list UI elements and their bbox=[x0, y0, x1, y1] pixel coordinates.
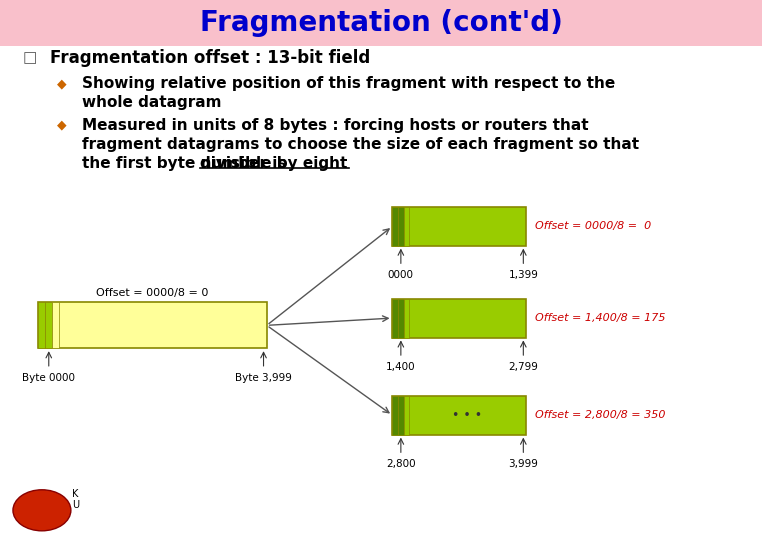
Text: the first byte number is: the first byte number is bbox=[83, 156, 292, 171]
Text: 2,800: 2,800 bbox=[386, 459, 416, 469]
Bar bbox=[392, 207, 398, 246]
Bar bbox=[404, 207, 410, 246]
Bar bbox=[398, 299, 404, 338]
Bar bbox=[398, 396, 404, 435]
Text: 3,999: 3,999 bbox=[509, 459, 538, 469]
Text: Fragmentation (cont'd): Fragmentation (cont'd) bbox=[200, 9, 562, 37]
Bar bbox=[404, 396, 410, 435]
Text: Offset = 1,400/8 = 175: Offset = 1,400/8 = 175 bbox=[535, 313, 665, 323]
Text: divisible by eight: divisible by eight bbox=[200, 156, 348, 171]
Text: • • •: • • • bbox=[452, 409, 483, 422]
Bar bbox=[404, 299, 410, 338]
Text: □: □ bbox=[23, 50, 37, 65]
Text: ◆: ◆ bbox=[57, 119, 67, 132]
Bar bbox=[392, 396, 526, 435]
Text: 0000: 0000 bbox=[388, 270, 414, 280]
Bar bbox=[392, 299, 526, 338]
Bar bbox=[392, 299, 398, 338]
Text: 2,799: 2,799 bbox=[509, 362, 538, 372]
Bar bbox=[398, 207, 404, 246]
Bar bbox=[45, 302, 52, 348]
Text: ◆: ◆ bbox=[57, 77, 67, 90]
Text: Offset = 0000/8 = 0: Offset = 0000/8 = 0 bbox=[96, 288, 208, 298]
Text: Fragmentation offset : 13-bit field: Fragmentation offset : 13-bit field bbox=[50, 49, 370, 67]
Bar bbox=[38, 302, 267, 348]
Text: K
U: K U bbox=[73, 489, 80, 510]
Bar bbox=[392, 207, 526, 246]
Text: Offset = 0000/8 =  0: Offset = 0000/8 = 0 bbox=[535, 221, 651, 231]
Text: Byte 3,999: Byte 3,999 bbox=[235, 373, 292, 383]
Bar bbox=[38, 302, 45, 348]
Text: 1,400: 1,400 bbox=[386, 362, 416, 372]
Text: Showing relative position of this fragment with respect to the: Showing relative position of this fragme… bbox=[83, 76, 615, 91]
Bar bbox=[52, 302, 59, 348]
Bar bbox=[392, 396, 398, 435]
Text: whole datagram: whole datagram bbox=[83, 95, 222, 110]
Circle shape bbox=[13, 490, 71, 531]
Text: Offset = 2,800/8 = 350: Offset = 2,800/8 = 350 bbox=[535, 410, 665, 420]
Text: Byte 0000: Byte 0000 bbox=[23, 373, 76, 383]
Text: fragment datagrams to choose the size of each fragment so that: fragment datagrams to choose the size of… bbox=[83, 137, 640, 152]
Text: 1,399: 1,399 bbox=[509, 270, 538, 280]
Bar bbox=[0, 0, 762, 46]
Text: Measured in units of 8 bytes : forcing hosts or routers that: Measured in units of 8 bytes : forcing h… bbox=[83, 118, 589, 133]
